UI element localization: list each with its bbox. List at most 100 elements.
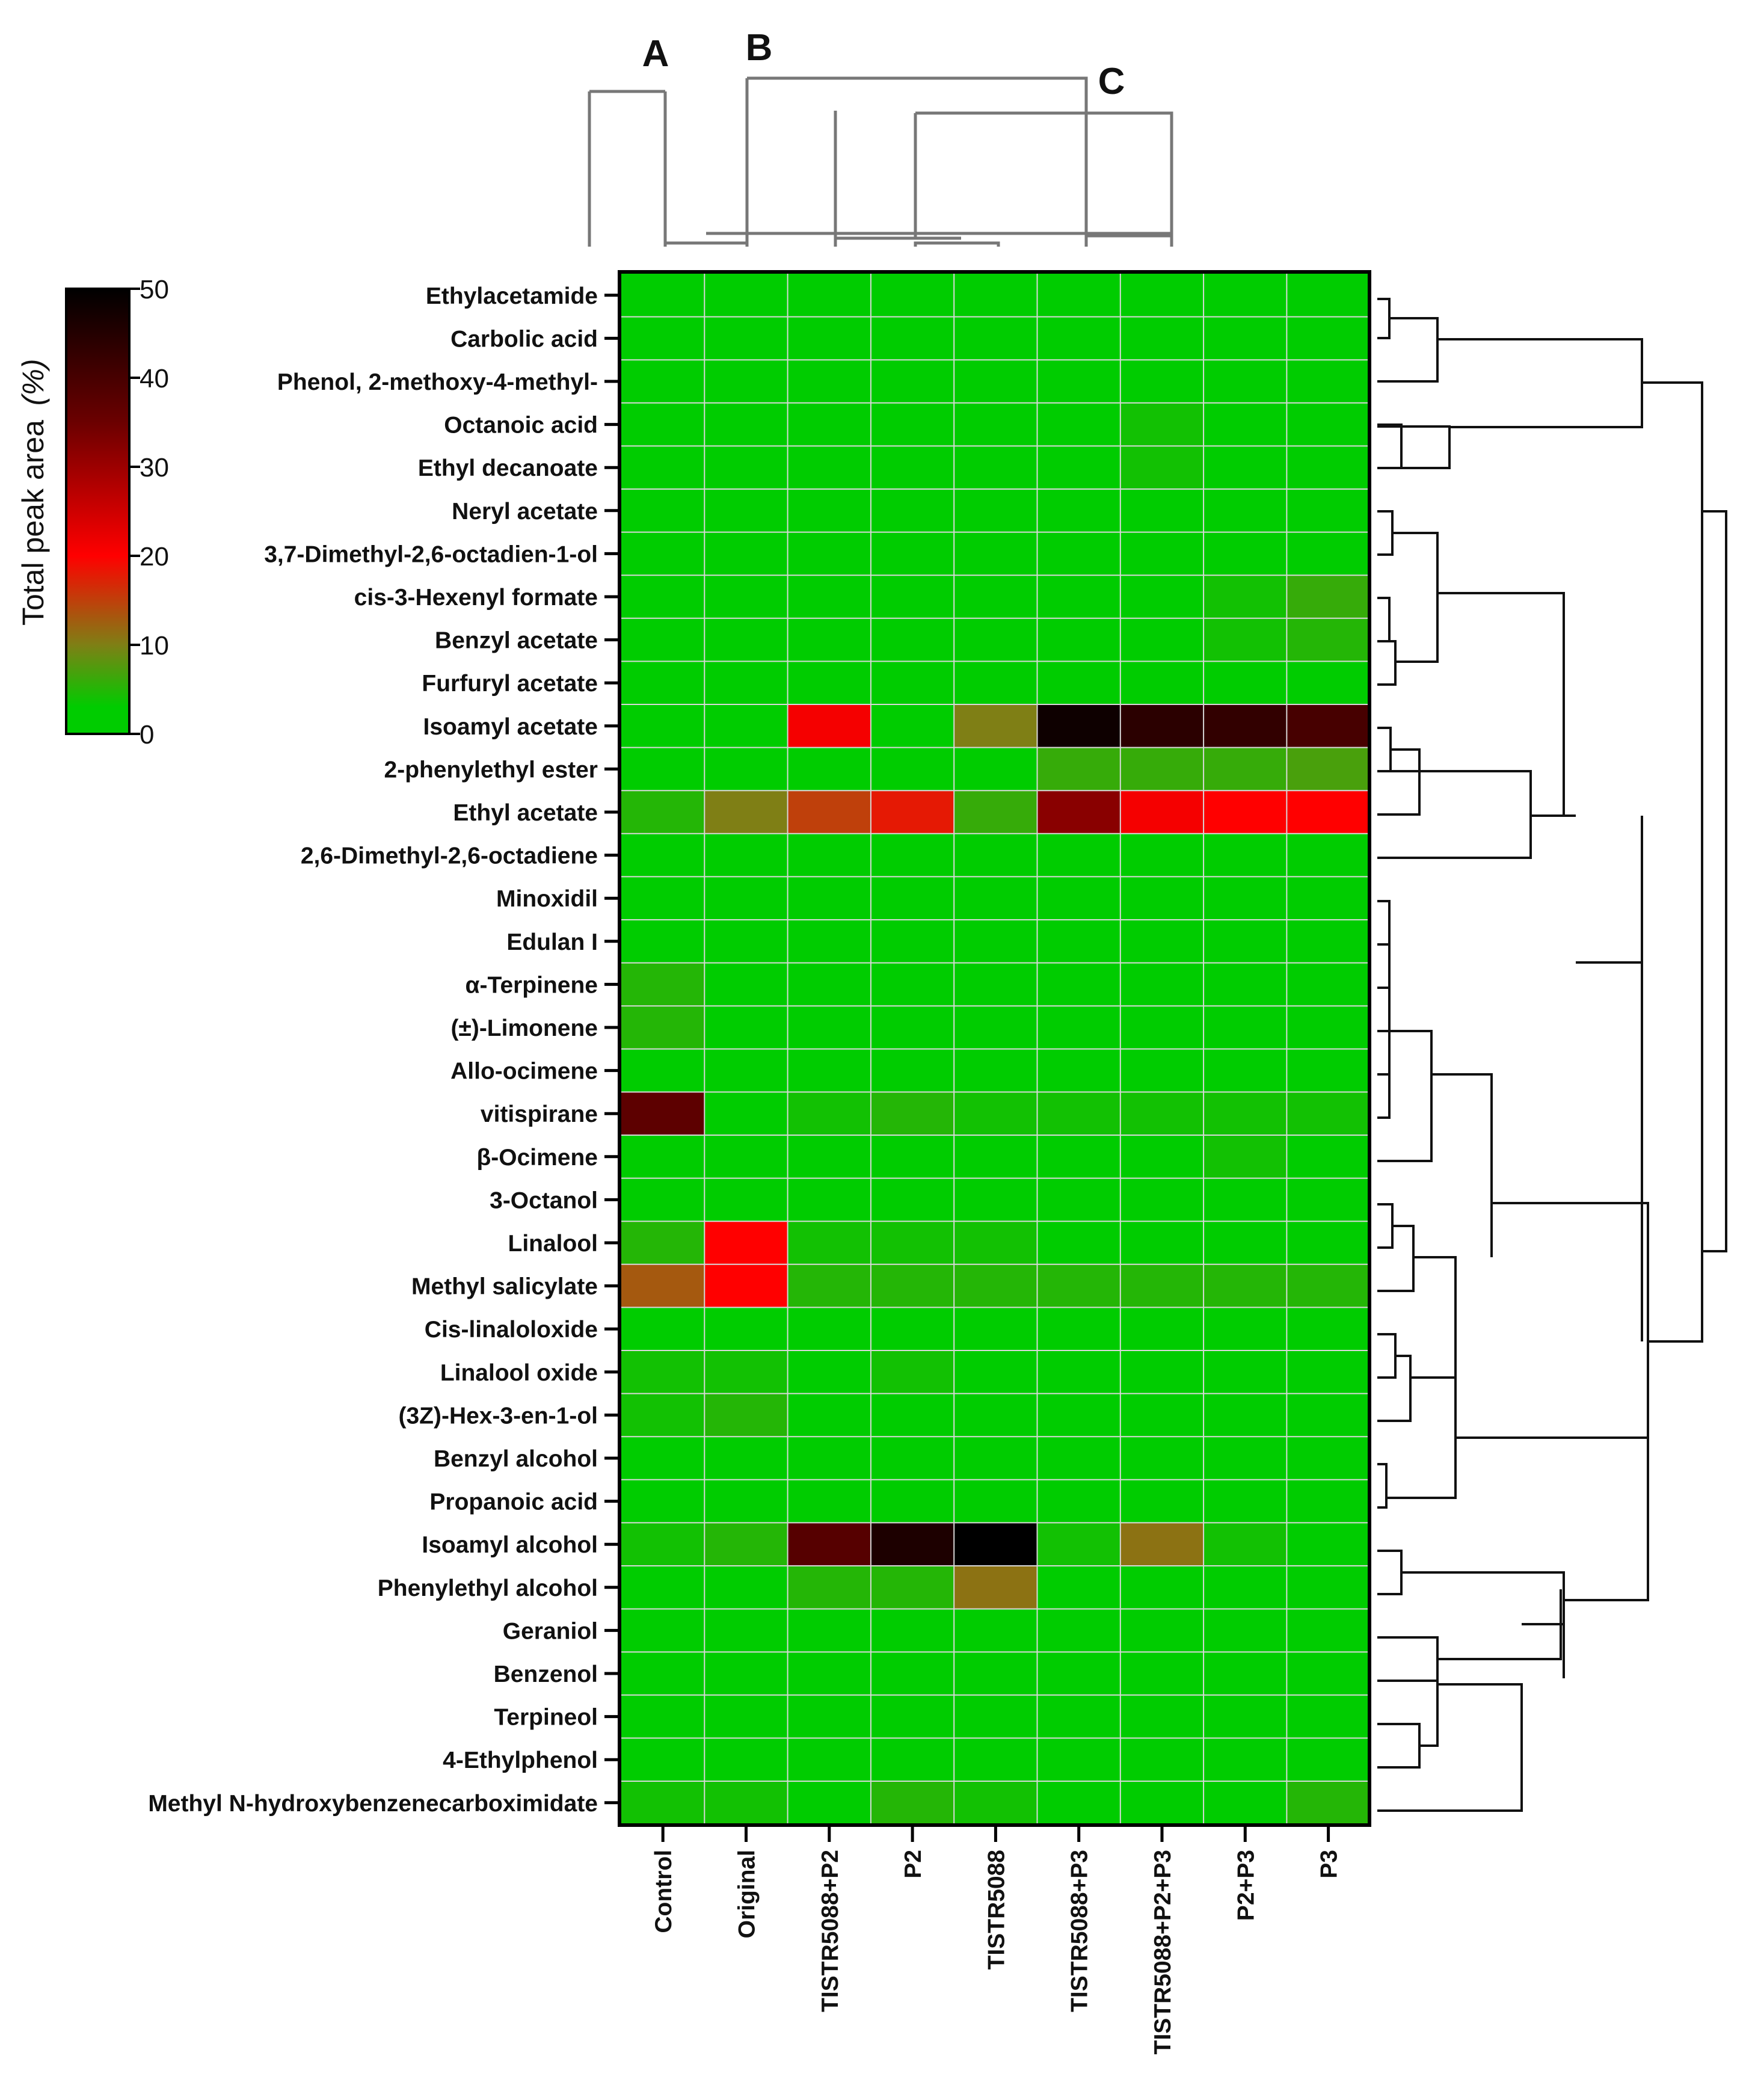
heatmap-cell bbox=[1203, 833, 1287, 877]
column-label: TISTR5088 bbox=[983, 1850, 1009, 1969]
heatmap-cell bbox=[1286, 1178, 1371, 1222]
heatmap-cell bbox=[787, 1393, 871, 1437]
heatmap-cell bbox=[954, 1479, 1037, 1523]
heatmap-cell bbox=[621, 402, 705, 446]
heatmap-cell bbox=[704, 360, 788, 404]
heatmap-cell bbox=[787, 1221, 871, 1265]
heatmap-cell bbox=[1120, 1221, 1204, 1265]
heatmap-cell bbox=[954, 1307, 1037, 1351]
heatmap-cell bbox=[1037, 833, 1121, 877]
heatmap-cell bbox=[621, 1738, 705, 1782]
heatmap-cell bbox=[621, 1264, 705, 1308]
heatmap-cell bbox=[704, 575, 788, 619]
heatmap-cell bbox=[1203, 402, 1287, 446]
heatmap-cell bbox=[704, 274, 788, 318]
colorbar-tick-label: 40 bbox=[140, 364, 169, 393]
heatmap-cell bbox=[1037, 704, 1121, 748]
heatmap-cell bbox=[704, 747, 788, 791]
row-label: (±)-Limonene bbox=[450, 1015, 598, 1041]
heatmap-cell bbox=[1037, 1436, 1121, 1480]
heatmap-cell bbox=[1037, 402, 1121, 446]
heatmap-cell bbox=[621, 876, 705, 920]
heatmap-cell bbox=[954, 747, 1037, 791]
heatmap-cell bbox=[1286, 962, 1371, 1006]
heatmap-cell bbox=[1037, 1221, 1121, 1265]
heatmap-cell bbox=[1286, 1221, 1371, 1265]
heatmap-cell bbox=[787, 1048, 871, 1092]
heatmap-cell bbox=[1203, 1350, 1287, 1394]
heatmap-cell bbox=[1203, 618, 1287, 662]
heatmap-cell bbox=[1120, 1695, 1204, 1738]
heatmap-cell bbox=[870, 1092, 954, 1136]
heatmap-cell bbox=[704, 316, 788, 360]
heatmap-cell bbox=[1120, 1307, 1204, 1351]
heatmap-cell bbox=[870, 747, 954, 791]
row-label: β-Ocimene bbox=[476, 1145, 598, 1171]
heatmap-cell bbox=[621, 1609, 705, 1652]
heatmap-cell bbox=[1286, 532, 1371, 576]
heatmap-cell bbox=[954, 446, 1037, 490]
heatmap-cell bbox=[954, 833, 1037, 877]
heatmap-cell bbox=[1286, 1006, 1371, 1050]
heatmap-cell bbox=[870, 1048, 954, 1092]
row-label: Carbolic acid bbox=[450, 326, 598, 352]
row-label: Furfuryl acetate bbox=[422, 671, 598, 697]
heatmap-cell bbox=[870, 1006, 954, 1050]
heatmap-cell bbox=[954, 489, 1037, 533]
heatmap-cell bbox=[1203, 1738, 1287, 1782]
row-label: Ethylacetamide bbox=[426, 283, 598, 309]
row-label: vitispirane bbox=[481, 1101, 598, 1127]
colorbar-tick-label: 0 bbox=[140, 720, 154, 750]
row-label: Allo-ocimene bbox=[450, 1059, 598, 1085]
heatmap-cell bbox=[704, 618, 788, 662]
heatmap-cell bbox=[1037, 274, 1121, 318]
heatmap-cell bbox=[621, 316, 705, 360]
heatmap-cell bbox=[1286, 876, 1371, 920]
heatmap-cell bbox=[787, 316, 871, 360]
heatmap-cell bbox=[1120, 1436, 1204, 1480]
heatmap-cell bbox=[1120, 1048, 1204, 1092]
heatmap-cell bbox=[870, 876, 954, 920]
heatmap-cell bbox=[787, 962, 871, 1006]
column-label: P3 bbox=[1317, 1850, 1342, 1879]
heatmap-cell bbox=[787, 1695, 871, 1738]
row-label: Octanoic acid bbox=[444, 413, 598, 439]
heatmap-cell bbox=[704, 1178, 788, 1222]
heatmap-cell bbox=[1120, 1523, 1204, 1566]
heatmap-cell bbox=[954, 962, 1037, 1006]
colorbar-unit: (%) bbox=[16, 359, 50, 405]
row-label: Edulan I bbox=[506, 929, 598, 955]
row-label: 4-Ethylphenol bbox=[443, 1747, 598, 1773]
heatmap-cell bbox=[954, 360, 1037, 404]
heatmap-cell bbox=[1286, 402, 1371, 446]
heatmap-cell bbox=[621, 1523, 705, 1566]
heatmap-cell bbox=[1203, 1609, 1287, 1652]
heatmap-cell bbox=[621, 1781, 705, 1825]
heatmap-cell bbox=[1037, 1738, 1121, 1782]
heatmap-cell bbox=[870, 1609, 954, 1652]
heatmap-cell bbox=[1037, 1393, 1121, 1437]
row-label: Ethyl acetate bbox=[453, 800, 598, 826]
heatmap-cell bbox=[787, 575, 871, 619]
heatmap-cell bbox=[704, 1781, 788, 1825]
heatmap-cell bbox=[870, 1135, 954, 1179]
heatmap-cell bbox=[621, 1135, 705, 1179]
heatmap-cell bbox=[787, 704, 871, 748]
heatmap-cell bbox=[1286, 1048, 1371, 1092]
heatmap-cell bbox=[954, 1523, 1037, 1566]
heatmap-cell bbox=[1037, 790, 1121, 834]
heatmap-cell bbox=[1120, 661, 1204, 705]
heatmap-cell bbox=[1120, 790, 1204, 834]
row-label: 3-Octanol bbox=[490, 1187, 598, 1213]
heatmap-cell bbox=[704, 1048, 788, 1092]
heatmap-cell bbox=[787, 1178, 871, 1222]
colorbar-label: Total peak area bbox=[16, 420, 50, 626]
heatmap-cell bbox=[1120, 274, 1204, 318]
column-label: TISTR5088+P2+P3 bbox=[1150, 1850, 1176, 2054]
heatmap-cell bbox=[621, 1006, 705, 1050]
heatmap-cell bbox=[621, 618, 705, 662]
heatmap-cell bbox=[1037, 1523, 1121, 1566]
heatmap-cell bbox=[1203, 1566, 1287, 1610]
heatmap-cell bbox=[1037, 747, 1121, 791]
heatmap-grid bbox=[621, 274, 1370, 1824]
